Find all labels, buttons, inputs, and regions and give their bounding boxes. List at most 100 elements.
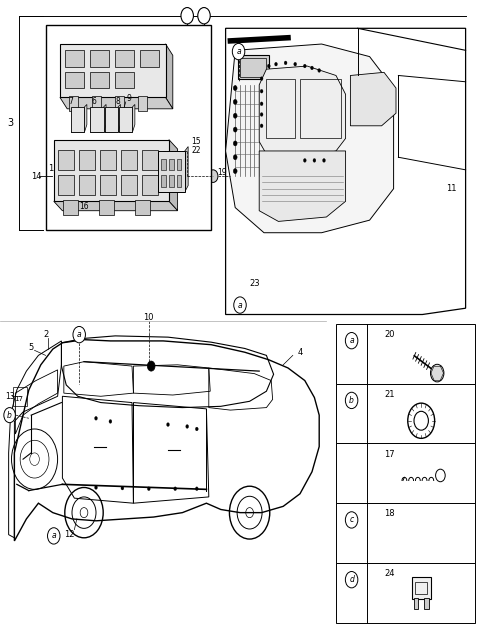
Circle shape <box>284 61 287 65</box>
Bar <box>99 200 114 215</box>
Circle shape <box>48 528 60 544</box>
Bar <box>161 175 166 187</box>
Text: 17: 17 <box>384 450 395 459</box>
Bar <box>115 72 134 88</box>
Bar <box>71 107 84 132</box>
Bar <box>121 175 137 195</box>
Bar <box>90 72 109 88</box>
Ellipse shape <box>408 528 434 547</box>
Text: 4: 4 <box>298 348 302 357</box>
Bar <box>158 151 185 192</box>
Text: 2: 2 <box>43 330 48 339</box>
Polygon shape <box>226 28 466 314</box>
Text: 15: 15 <box>191 137 201 146</box>
Text: b: b <box>7 411 12 420</box>
Text: a: a <box>77 330 82 339</box>
Circle shape <box>323 159 325 162</box>
Circle shape <box>345 512 358 528</box>
Circle shape <box>303 159 306 162</box>
Bar <box>65 50 84 67</box>
Circle shape <box>233 113 237 118</box>
Bar <box>58 150 74 170</box>
Polygon shape <box>71 104 87 132</box>
Bar <box>121 150 137 170</box>
Circle shape <box>233 155 237 160</box>
Circle shape <box>303 64 306 68</box>
Text: a: a <box>238 301 242 309</box>
Bar <box>177 175 181 187</box>
Text: 19: 19 <box>217 168 227 177</box>
Text: 17: 17 <box>14 396 23 403</box>
Bar <box>424 598 429 610</box>
Circle shape <box>260 89 263 93</box>
Bar <box>13 387 27 406</box>
Circle shape <box>267 64 270 68</box>
Polygon shape <box>60 97 173 109</box>
Circle shape <box>208 170 218 182</box>
Bar <box>115 96 124 111</box>
Bar <box>54 140 169 201</box>
Ellipse shape <box>408 201 451 277</box>
Bar <box>100 175 116 195</box>
Bar <box>119 107 132 132</box>
Bar <box>336 324 475 384</box>
Text: 22: 22 <box>191 147 201 155</box>
Circle shape <box>198 8 210 24</box>
Polygon shape <box>90 104 106 132</box>
Circle shape <box>311 66 313 70</box>
Text: d: d <box>201 11 207 20</box>
Text: 9: 9 <box>126 94 131 103</box>
Circle shape <box>167 423 169 426</box>
Ellipse shape <box>310 108 324 118</box>
Bar <box>177 159 181 170</box>
Bar <box>169 175 174 187</box>
Circle shape <box>147 487 150 491</box>
Polygon shape <box>54 201 178 211</box>
Text: 7: 7 <box>69 97 73 106</box>
Circle shape <box>260 77 263 81</box>
Polygon shape <box>158 147 188 192</box>
Bar <box>142 175 158 195</box>
Text: 18: 18 <box>384 509 395 518</box>
Circle shape <box>345 572 358 588</box>
Circle shape <box>294 62 297 66</box>
Circle shape <box>95 416 97 420</box>
Circle shape <box>147 361 155 371</box>
Bar <box>105 107 118 132</box>
Bar <box>90 107 104 132</box>
Circle shape <box>318 69 321 72</box>
Polygon shape <box>169 140 178 211</box>
Text: 10: 10 <box>144 313 154 322</box>
Circle shape <box>174 487 177 491</box>
Bar <box>60 44 166 97</box>
Circle shape <box>431 364 444 382</box>
Circle shape <box>121 486 124 490</box>
Bar <box>69 96 78 111</box>
Bar <box>336 563 475 623</box>
Text: 14: 14 <box>31 172 41 181</box>
Text: 5: 5 <box>29 343 34 352</box>
Bar <box>79 150 95 170</box>
Circle shape <box>232 43 245 60</box>
Bar <box>266 79 295 138</box>
Text: d: d <box>349 575 354 584</box>
Bar <box>115 50 134 67</box>
Bar <box>65 72 84 88</box>
Circle shape <box>195 487 198 491</box>
Polygon shape <box>259 151 346 221</box>
Bar <box>238 55 269 79</box>
Circle shape <box>260 113 263 116</box>
Circle shape <box>233 86 237 91</box>
Bar <box>413 598 418 610</box>
Bar <box>46 25 211 230</box>
Text: b: b <box>349 396 354 405</box>
Circle shape <box>95 486 97 489</box>
Bar <box>411 577 431 599</box>
Polygon shape <box>119 104 135 132</box>
Circle shape <box>186 425 189 428</box>
Circle shape <box>275 62 277 66</box>
Bar <box>142 150 158 170</box>
Polygon shape <box>14 340 319 541</box>
Text: 21: 21 <box>384 390 395 399</box>
Circle shape <box>233 169 237 174</box>
